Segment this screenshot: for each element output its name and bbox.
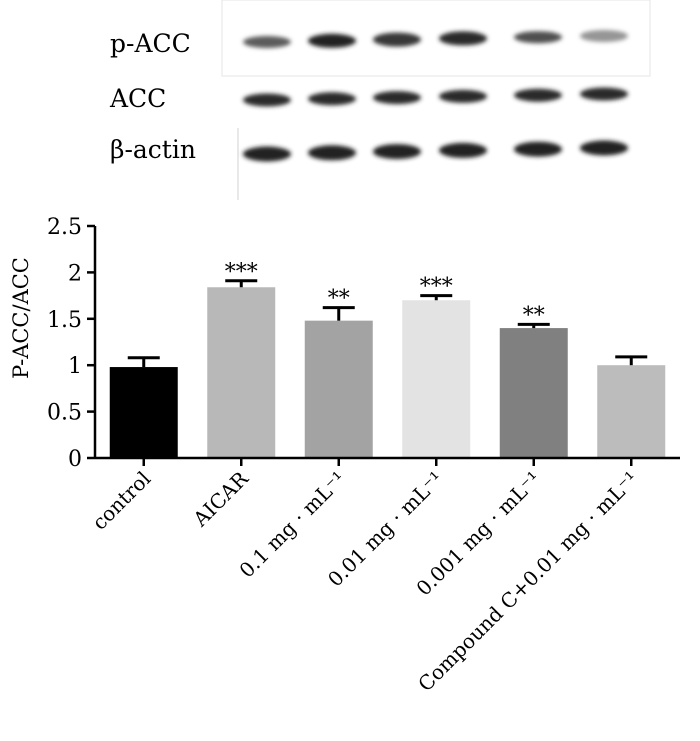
blot-band (308, 33, 356, 48)
blot-band (373, 91, 421, 105)
blot-band (514, 31, 562, 44)
significance-marker: ** (523, 303, 545, 328)
bar (402, 300, 471, 458)
blot-label-p-acc: p-ACC (110, 29, 191, 58)
x-tick-label: control (87, 467, 155, 535)
y-tick-label: 0.5 (47, 401, 82, 426)
blot-band (243, 146, 291, 162)
blot-label-acc: ACC (109, 84, 166, 113)
significance-marker: ** (328, 287, 350, 312)
bars: ***** ***** (109, 260, 666, 458)
blot-band (308, 92, 356, 106)
y-axis-title: P-ACC/ACC (9, 257, 33, 379)
blot-band (514, 141, 562, 157)
bar (207, 287, 276, 458)
bar (597, 365, 666, 458)
blot-band (373, 32, 421, 47)
bar-chart: P-ACC/ACC 00.511.522.5 ***** ***** contro… (9, 215, 680, 696)
blot-label-beta-actin: β-actin (110, 135, 196, 164)
blot-band (439, 89, 487, 103)
x-tick-label: Compound C+0.01 mg · mL⁻¹ (413, 467, 643, 697)
blot-band (439, 31, 487, 46)
blot-frame-top (221, 0, 651, 77)
y-axis: 0 0.5 1 1.5 2 2.5 (47, 215, 97, 472)
bar (109, 367, 178, 458)
blot-band (243, 93, 291, 107)
blot-band (580, 140, 628, 156)
bar (304, 320, 373, 458)
y-tick-label: 2.5 (47, 215, 82, 240)
y-tick-label: 1.5 (47, 308, 82, 333)
blot-band (373, 144, 421, 160)
significance-marker: *** (420, 275, 453, 300)
bar (499, 328, 568, 458)
blot-band (243, 36, 291, 48)
blot-bands (243, 30, 628, 162)
blot-band (439, 142, 487, 158)
blot-band (514, 88, 562, 102)
blot-band (580, 87, 628, 101)
y-tick-label: 0 (68, 447, 82, 472)
blot-band (580, 30, 628, 42)
x-tick-label: AICAR (188, 466, 254, 532)
y-tick-label: 2 (68, 261, 82, 286)
y-tick-label: 1 (68, 354, 82, 379)
significance-marker: *** (225, 260, 258, 285)
western-blot: p-ACC ACC β-actin (109, 0, 651, 200)
blot-band (308, 145, 356, 161)
